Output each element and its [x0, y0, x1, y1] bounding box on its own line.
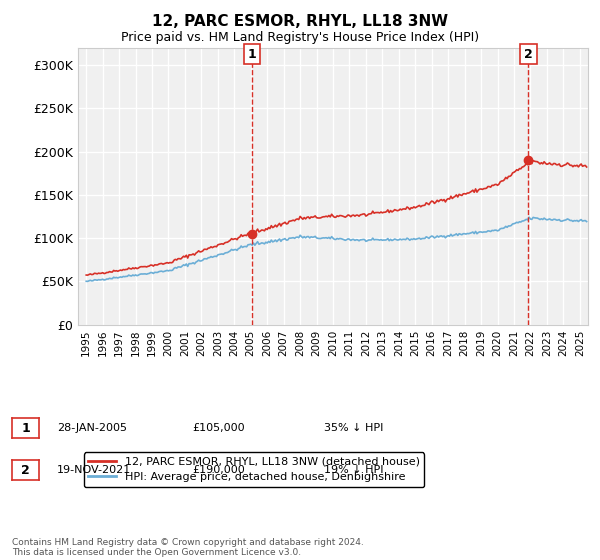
Text: 35% ↓ HPI: 35% ↓ HPI	[324, 423, 383, 433]
Text: 1: 1	[248, 48, 256, 60]
Legend: 12, PARC ESMOR, RHYL, LL18 3NW (detached house), HPI: Average price, detached ho: 12, PARC ESMOR, RHYL, LL18 3NW (detached…	[83, 452, 424, 487]
Text: 12, PARC ESMOR, RHYL, LL18 3NW: 12, PARC ESMOR, RHYL, LL18 3NW	[152, 14, 448, 29]
Text: 19-NOV-2021: 19-NOV-2021	[57, 465, 131, 475]
Text: 2: 2	[21, 464, 30, 477]
Text: 19% ↓ HPI: 19% ↓ HPI	[324, 465, 383, 475]
Text: 2: 2	[524, 48, 533, 60]
Text: £105,000: £105,000	[192, 423, 245, 433]
Text: £190,000: £190,000	[192, 465, 245, 475]
Text: Contains HM Land Registry data © Crown copyright and database right 2024.
This d: Contains HM Land Registry data © Crown c…	[12, 538, 364, 557]
Text: Price paid vs. HM Land Registry's House Price Index (HPI): Price paid vs. HM Land Registry's House …	[121, 31, 479, 44]
Text: 28-JAN-2005: 28-JAN-2005	[57, 423, 127, 433]
Text: 1: 1	[21, 422, 30, 435]
